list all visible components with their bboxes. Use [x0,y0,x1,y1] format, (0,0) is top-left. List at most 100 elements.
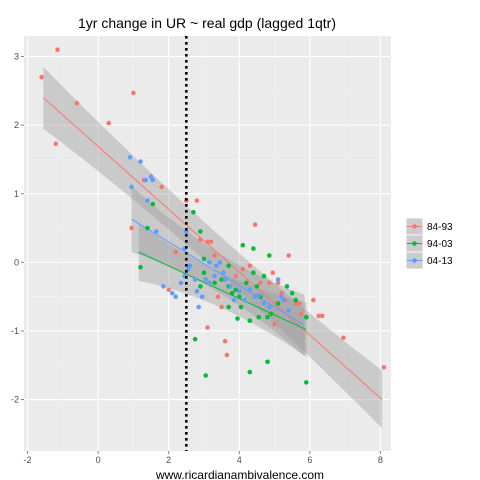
data-point-84-93 [219,304,224,310]
data-point-04-13 [199,294,205,300]
data-point-04-13 [207,280,212,286]
data-point-84-93 [39,74,44,80]
data-point-84-93 [275,280,281,286]
data-point-94-03 [265,359,270,365]
data-point-94-03 [233,287,238,293]
data-point-94-03 [198,284,203,289]
data-point-04-13 [192,277,198,282]
y-tick-label: 3 [14,52,19,62]
data-point-04-13 [150,177,156,183]
data-point-84-93 [53,141,59,146]
data-point-94-03 [267,253,272,258]
data-point-94-03 [226,304,231,310]
data-point-84-93 [233,273,238,279]
data-point-84-93 [205,239,210,245]
data-point-84-93 [311,297,316,303]
data-point-04-13 [217,260,223,265]
data-point-84-93 [252,222,258,227]
data-point-94-03 [145,225,150,231]
data-point-94-03 [289,290,295,296]
data-point-94-03 [251,270,256,276]
data-points [39,47,387,385]
data-point-04-13 [178,280,184,286]
data-point-84-93 [106,120,111,126]
chart-caption: www.ricardianambivalence.com [155,468,324,480]
data-point-84-93 [341,335,346,341]
data-point-94-03 [268,311,274,317]
data-point-04-13 [143,177,148,183]
data-point-04-13 [242,297,247,303]
data-point-04-13 [187,263,193,269]
data-point-94-03 [226,263,231,269]
data-point-84-93 [247,263,253,269]
data-point-94-03 [237,294,242,300]
data-point-94-03 [240,242,246,248]
data-point-04-13 [237,288,242,294]
data-point-84-93 [224,352,230,358]
data-point-94-03 [304,314,309,320]
fit-line-84-93 [43,97,383,400]
x-tick-label: 0 [96,455,101,465]
data-point-94-03 [261,273,267,279]
data-point-94-03 [191,210,196,215]
data-point-94-03 [201,270,207,276]
data-point-94-03 [203,373,208,378]
data-point-04-13 [127,155,133,160]
data-point-94-03 [138,264,143,270]
fit-lines [43,97,383,400]
data-point-94-03 [238,304,244,310]
data-point-94-03 [275,301,281,306]
chart-title: 1yr change in UR ~ real gdp (lagged 1qtr… [78,15,336,31]
data-point-84-93 [222,338,228,344]
data-point-84-93 [298,311,304,317]
data-point-94-03 [244,280,249,286]
data-point-84-93 [316,313,322,319]
data-point-04-13 [196,304,201,310]
data-point-84-93 [297,301,302,306]
data-point-94-03 [265,314,270,320]
confidence-band-94-03 [138,223,307,357]
x-tick-label: 6 [307,455,312,465]
data-point-84-93 [279,290,284,296]
fit-line-94-03 [138,251,307,331]
data-point-04-13 [231,297,237,303]
data-point-04-13 [256,293,262,298]
data-point-84-93 [166,287,171,293]
data-point-04-13 [161,284,166,289]
y-tick-label: -2 [11,395,19,405]
data-point-04-13 [154,229,159,234]
data-point-04-13 [247,287,253,293]
x-tick-label: 2 [166,455,171,465]
y-tick-label: -1 [11,326,19,336]
y-tick-label: 2 [14,120,19,130]
data-point-94-03 [304,380,309,385]
data-point-04-13 [169,290,175,296]
legend-point-94-03 [412,241,417,246]
data-point-04-13 [267,304,272,310]
data-point-94-03 [284,284,290,289]
data-point-94-03 [251,246,256,251]
data-point-04-13 [286,308,292,313]
data-point-04-13 [145,198,150,203]
confidence-band-04-13 [131,186,305,357]
data-point-04-13 [252,294,258,300]
data-point-94-03 [256,314,262,320]
data-point-84-93 [286,253,292,258]
data-point-94-03 [247,318,253,324]
data-point-94-03 [201,256,207,262]
data-point-94-03 [219,277,224,282]
data-point-94-03 [235,316,240,321]
y-axis-ticks: -2 -1 0 1 2 3 [11,52,24,405]
data-point-84-93 [194,198,200,203]
data-point-84-93 [173,249,178,255]
data-point-84-93 [208,239,214,245]
legend: 84-93 94-03 04-13 [405,217,453,270]
data-point-84-93 [129,225,134,231]
data-point-94-03 [212,280,217,286]
data-point-84-93 [293,301,299,306]
legend-label-84-93: 84-93 [427,222,453,233]
data-point-84-93 [74,100,80,106]
data-point-94-03 [247,369,253,375]
data-point-04-13 [129,184,134,190]
data-point-84-93 [215,294,221,300]
